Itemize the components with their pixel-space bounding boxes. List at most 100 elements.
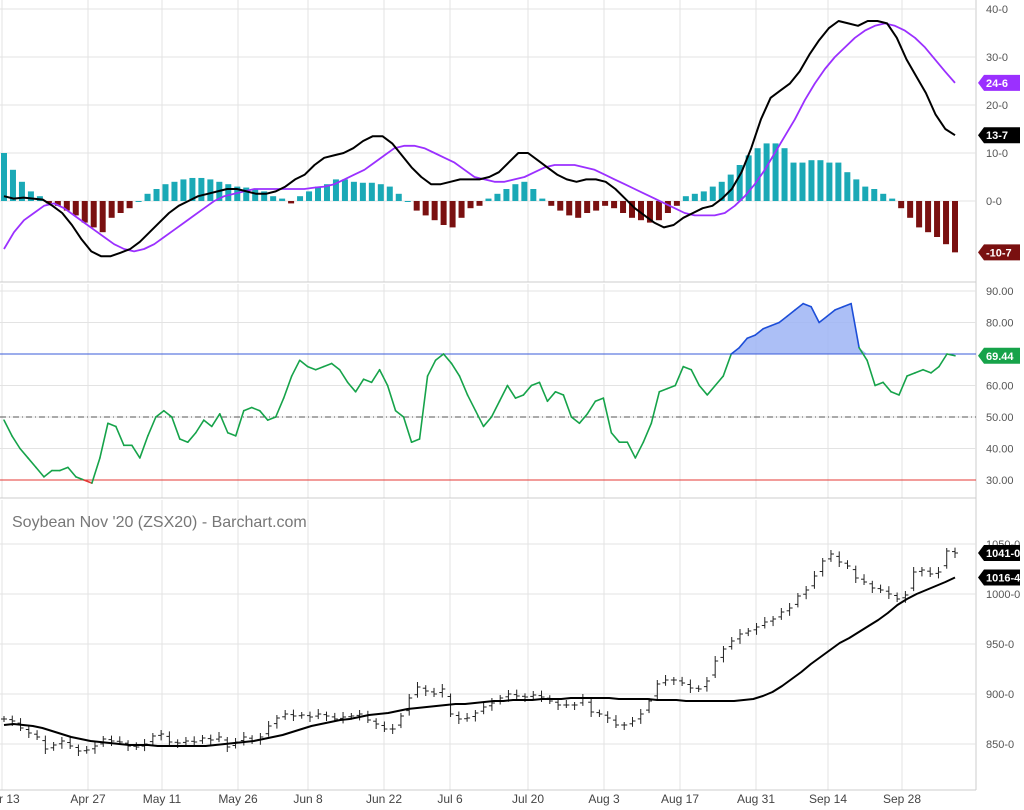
price-bar	[869, 580, 876, 593]
badge-label: 13-7	[986, 130, 1008, 142]
stoch-line-segment	[474, 409, 485, 428]
price-bar	[538, 690, 545, 702]
stoch-line-segment	[554, 390, 565, 396]
stoch-y-tick: 90.00	[986, 286, 1014, 298]
macd-histogram-bar	[306, 191, 313, 201]
price-bar	[736, 629, 743, 644]
value-badge: 13-7	[978, 127, 1020, 144]
macd-histogram-bar	[925, 201, 932, 233]
stoch-line-segment	[43, 469, 53, 478]
stoch-line-segment	[810, 305, 820, 324]
price-bar	[472, 710, 479, 722]
macd-histogram-bar	[871, 189, 878, 201]
price-bar	[265, 721, 272, 737]
stoch-line-segment	[586, 400, 597, 415]
stoch-line-segment	[155, 409, 165, 418]
price-bar	[943, 548, 950, 569]
macd-histogram-bar	[297, 196, 304, 201]
stoch-line-segment	[139, 435, 149, 459]
price-bar	[604, 711, 611, 723]
macd-histogram-bar	[898, 201, 905, 209]
stoch-line-segment	[458, 375, 469, 396]
x-tick-label: May 26	[218, 792, 258, 806]
price-bar	[530, 691, 537, 700]
stoch-line-segment	[674, 365, 685, 387]
macd-y-tick: 40-0	[986, 4, 1008, 16]
stoch-line-segment	[690, 368, 701, 387]
macd-histogram-bar	[359, 182, 366, 201]
stoch-line-segment	[882, 381, 892, 393]
price-bar	[406, 694, 413, 716]
macd-histogram-bar	[772, 143, 779, 201]
macd-histogram-bar	[431, 201, 438, 221]
macd-histogram-bar	[503, 189, 510, 201]
macd-histogram-bar	[90, 201, 97, 228]
macd-histogram-bar	[521, 181, 528, 201]
macd-histogram-bar	[691, 193, 698, 201]
macd-histogram-bar	[63, 201, 70, 211]
price-bar	[25, 726, 32, 738]
x-tick-label: Apr 13	[0, 792, 20, 806]
price-bar	[488, 698, 495, 711]
price-bar	[414, 682, 421, 698]
stoch-line-segment	[187, 431, 197, 444]
price-y-tick: 900-0	[986, 689, 1014, 701]
stoch-line-segment	[386, 384, 397, 412]
stoch-line-segment	[514, 394, 525, 399]
x-tick-label: Apr 27	[70, 792, 106, 806]
price-bar	[827, 550, 834, 562]
stoch-line-segment	[75, 476, 85, 481]
macd-histogram-bar	[620, 201, 627, 213]
macd-histogram-bar	[646, 201, 653, 223]
macd-histogram-bar	[171, 181, 178, 201]
macd-histogram-bar	[655, 201, 662, 221]
stoch-line-segment	[3, 419, 13, 437]
stoch-y-tick: 80.00	[986, 318, 1014, 330]
macd-histogram-bar	[9, 169, 16, 201]
macd-histogram-bar	[18, 181, 25, 201]
stoch-line-segment	[107, 422, 117, 428]
stoch-line-segment	[226, 431, 237, 437]
stoch-line-segment	[370, 368, 381, 384]
price-bar	[91, 741, 98, 754]
price-bar	[290, 709, 297, 721]
stoch-line-segment	[131, 444, 141, 459]
price-bar	[588, 697, 595, 717]
macd-histogram-bar	[341, 179, 348, 201]
stoch-line-segment	[498, 384, 509, 403]
price-bar	[58, 737, 65, 749]
stoch-line-segment	[418, 375, 429, 440]
price-bar	[885, 586, 892, 599]
stoch-line-segment	[570, 416, 581, 425]
stoch-line-segment	[826, 309, 836, 318]
badge-label: 1016-4	[986, 573, 1021, 585]
value-badge: 1016-4	[978, 569, 1021, 586]
price-bar	[794, 593, 801, 608]
price-bar	[513, 689, 520, 699]
macd-histogram-bar	[584, 201, 591, 213]
x-tick-label: Jul 20	[512, 792, 544, 806]
macd-histogram-bar	[332, 179, 339, 201]
price-bar	[323, 711, 330, 721]
stoch-line-segment	[634, 441, 645, 459]
price-bar	[439, 684, 446, 698]
macd-histogram-bar	[817, 160, 824, 201]
macd-histogram-bar	[682, 196, 689, 201]
badge-layer: 24-6 13-7 -10-7 69.44 1041-0 1016-4	[978, 74, 1021, 586]
stoch-line-segment	[802, 302, 812, 308]
x-tick-label: Jun 22	[366, 792, 402, 806]
stoch-line-segment	[210, 413, 221, 428]
x-tick-label: Jun 8	[293, 792, 323, 806]
macd-histogram-bar	[853, 179, 860, 201]
stoch-line-segment	[850, 302, 860, 349]
value-badge: -10-7	[978, 244, 1020, 261]
price-bar	[207, 734, 214, 745]
price-bar	[108, 735, 115, 746]
macd-histogram-bar	[700, 191, 707, 201]
price-bar	[216, 732, 223, 743]
price-bar	[786, 603, 793, 616]
price-bar	[753, 623, 760, 635]
macd-y-tick: 20-0	[986, 100, 1008, 112]
macd-histogram-bar	[934, 201, 941, 237]
stoch-line-segment	[722, 353, 733, 377]
